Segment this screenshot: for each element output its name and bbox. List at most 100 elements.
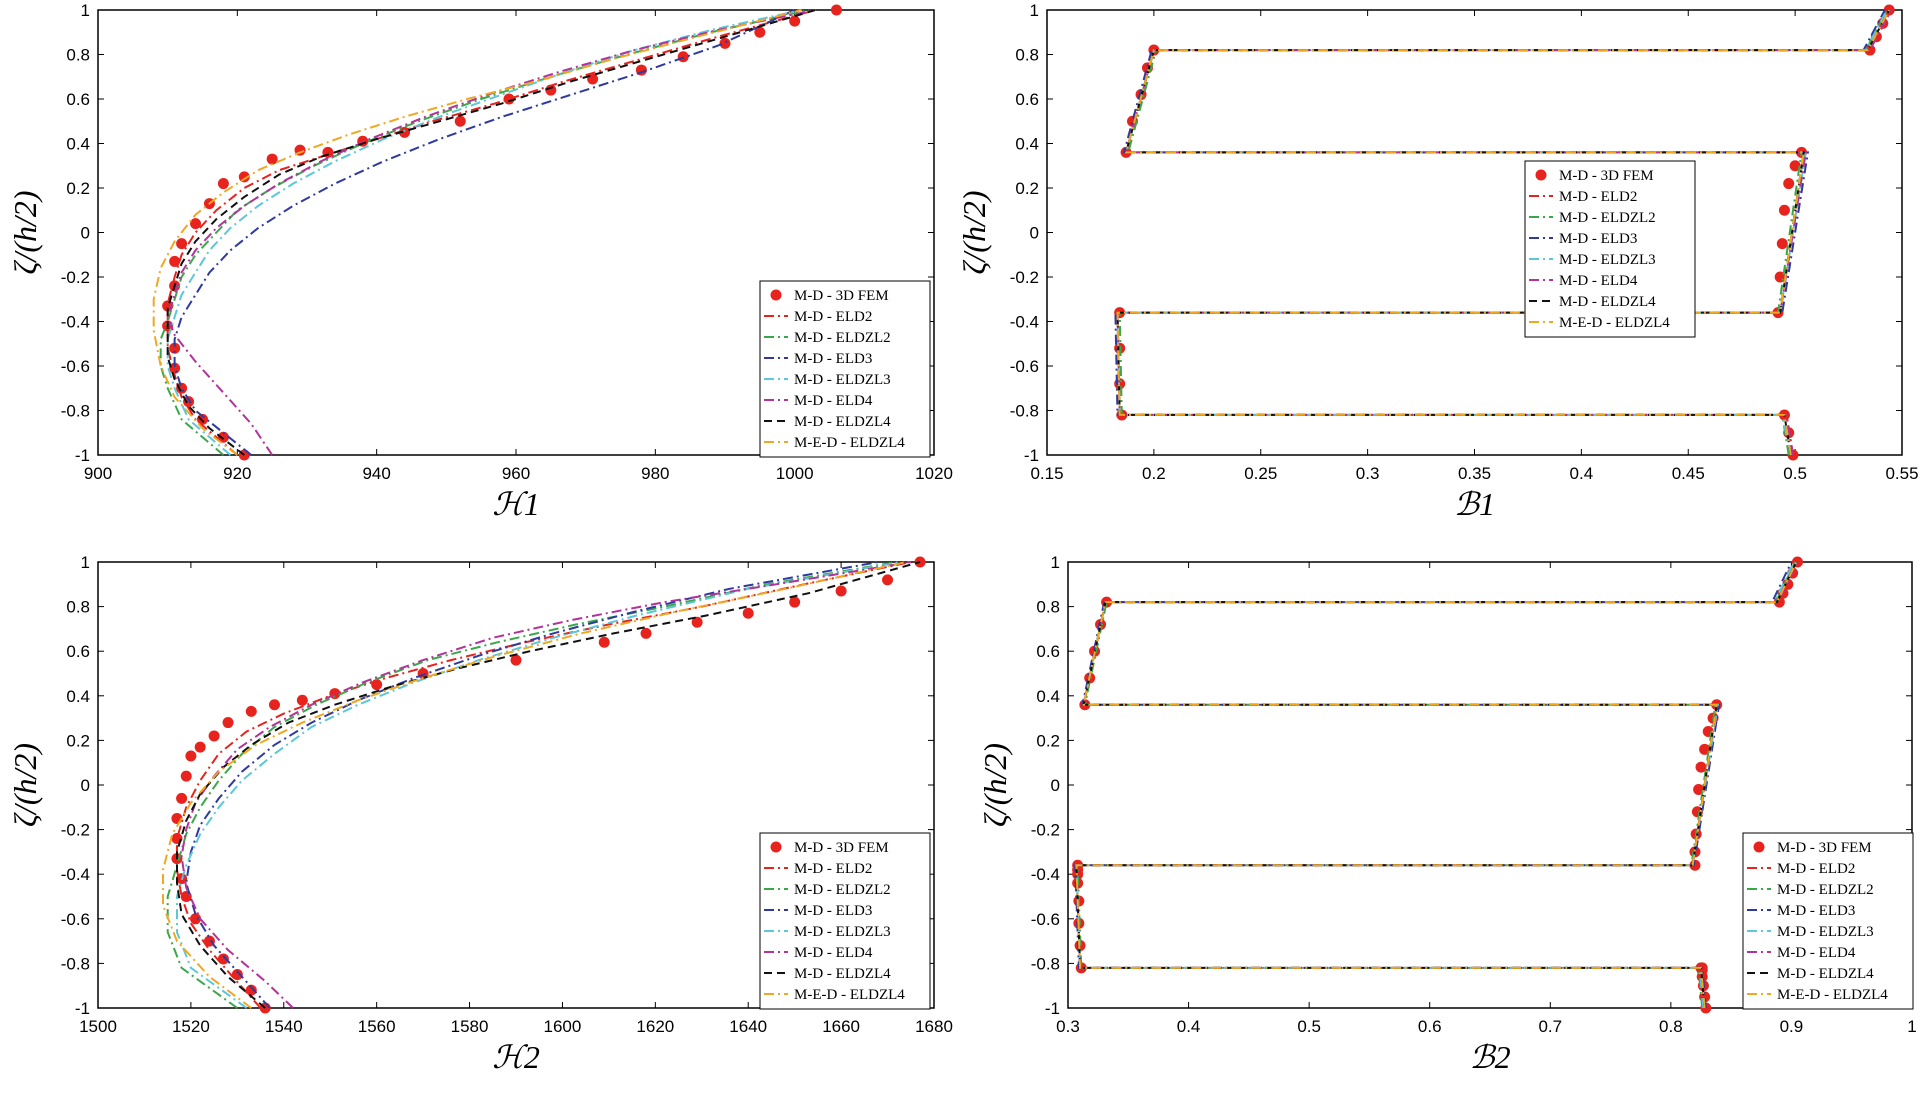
legend-label: M-D - ELD4 [794, 945, 873, 961]
legend-label: M-E-D - ELDZL4 [794, 987, 905, 1003]
legend-label: M-D - 3D FEM [1777, 840, 1872, 856]
legend-label: M-E-D - ELDZL4 [1777, 987, 1888, 1003]
y-tick-label: 1 [1030, 1, 1039, 20]
chart-h1: 900 920 940 960 980 1000 1020 -1 -0.8 -0.6 -0.4 -0.… [7, 1, 953, 522]
legend-box [759, 832, 931, 1010]
x-tick-label: 0.3 [1356, 464, 1380, 483]
y-axis-label: ζ/(h/2) [956, 190, 992, 274]
x-tick-label: 0.6 [1418, 1017, 1442, 1036]
x-tick-label: 1580 [451, 1017, 489, 1036]
fem-point [185, 750, 197, 762]
fem-point [208, 730, 220, 742]
fem-point [190, 913, 202, 925]
y-tick-label: 0 [1030, 224, 1039, 243]
series-m-d-eld4 [166, 9, 816, 456]
legend-label: M-D - ELD2 [794, 861, 872, 877]
fem-point [169, 342, 181, 354]
y-tick-label: -0.2 [61, 821, 90, 840]
legend-label: M-D - ELDZL2 [1559, 210, 1656, 226]
fem-point [640, 627, 652, 639]
y-tick-label: 1 [81, 1, 90, 20]
x-tick-label: 1 [1907, 1017, 1916, 1036]
x-tick-label: 1660 [822, 1017, 860, 1036]
y-tick-label: -1 [1024, 446, 1039, 465]
y-tick-label: 0.2 [66, 731, 90, 750]
y-tick-label: 0.4 [66, 687, 90, 706]
fem-point [266, 153, 278, 165]
fem-point [830, 4, 842, 16]
legend-label: M-D - ELDZL4 [1777, 966, 1874, 982]
legend: M-D - 3D FEM M-D - ELD2 M-D - ELDZL2 M-D - … [759, 280, 931, 458]
x-tick-label: 1560 [358, 1017, 396, 1036]
legend-label: M-D - ELD3 [1777, 903, 1855, 919]
legend-label: M-D - ELD3 [1559, 231, 1637, 247]
series-m-d-eldzl2 [1118, 9, 1888, 456]
y-tick-label: -0.4 [61, 313, 90, 332]
x-tick-label: 0.4 [1570, 464, 1594, 483]
y-axis-label: ζ/(h/2) [7, 743, 43, 827]
y-tick-label: 0.2 [1015, 179, 1039, 198]
legend-label: M-D - ELDZL4 [794, 966, 891, 982]
legend-label: M-D - ELDZL4 [794, 414, 891, 430]
fem-point [296, 694, 308, 706]
fem-point [719, 37, 731, 49]
x-tick-label: 960 [502, 464, 530, 483]
x-tick-label: 920 [223, 464, 251, 483]
fem-point [399, 126, 411, 138]
legend-label: M-D - ELDZL3 [794, 924, 891, 940]
x-tick-label: 1500 [79, 1017, 117, 1036]
legend-marker [1753, 841, 1765, 853]
legend-label: M-D - ELD2 [794, 309, 872, 325]
y-tick-label: 0 [1051, 776, 1060, 795]
legend-label: M-E-D - ELDZL4 [794, 435, 905, 451]
x-tick-label: 1600 [544, 1017, 582, 1036]
legend-label: M-D - ELD2 [1559, 189, 1637, 205]
y-axis-label: ζ/(h/2) [977, 743, 1013, 827]
x-tick-label: 0.8 [1659, 1017, 1683, 1036]
fem-point [190, 218, 202, 230]
fem-point [1776, 238, 1788, 250]
y-tick-label: 0.6 [66, 642, 90, 661]
legend-label: M-D - ELDZL2 [794, 330, 891, 346]
series-m-d-eld2 [176, 561, 912, 1009]
fem-point [598, 636, 610, 648]
y-tick-label: -0.4 [1010, 313, 1039, 332]
legend-box [1524, 160, 1696, 338]
legend-label: M-D - ELDZL2 [1777, 882, 1874, 898]
legend: M-D - 3D FEM M-D - ELD2 M-D - ELDZL2 M-D - … [759, 832, 931, 1010]
y-tick-label: -0.6 [61, 910, 90, 929]
legend-marker [770, 841, 782, 853]
legend-label: M-D - 3D FEM [1559, 168, 1654, 184]
fem-point [742, 607, 754, 619]
y-tick-label: -0.6 [1031, 910, 1060, 929]
fem-point [222, 717, 234, 729]
x-tick-label: 1640 [729, 1017, 767, 1036]
series-m-d-eld2 [166, 9, 816, 456]
x-tick-label: 940 [362, 464, 390, 483]
fem-point [454, 115, 466, 127]
x-tick-label: 0.35 [1458, 464, 1491, 483]
fem-point [176, 238, 188, 250]
fem-point [231, 969, 243, 981]
x-tick-label: 0.5 [1783, 464, 1807, 483]
series-m-d-eldzl4 [166, 9, 816, 456]
fem-point [789, 596, 801, 608]
y-tick-label: 0.4 [1015, 135, 1039, 154]
x-tick-label: 1000 [776, 464, 814, 483]
chart-h2: 1500 1520 1540 1560 1580 1600 1620 1640 1660 1680… [7, 553, 953, 1075]
y-tick-label: 1 [81, 553, 90, 572]
series-m-d-eld3 [173, 9, 796, 456]
fem-point [1095, 618, 1107, 630]
y-tick-label: -1 [1045, 999, 1060, 1018]
x-tick-label: 1520 [172, 1017, 210, 1036]
legend-marker [770, 289, 782, 301]
fem-point [1695, 761, 1707, 773]
series-m-d-eldzl4 [1116, 9, 1891, 456]
fem-point [835, 585, 847, 597]
fem-point [510, 654, 522, 666]
legend-label: M-D - ELD3 [794, 351, 872, 367]
x-tick-label: 900 [84, 464, 112, 483]
y-tick-label: -0.2 [61, 268, 90, 287]
legend-label: M-D - ELD2 [1777, 861, 1855, 877]
fem-point [238, 171, 250, 183]
